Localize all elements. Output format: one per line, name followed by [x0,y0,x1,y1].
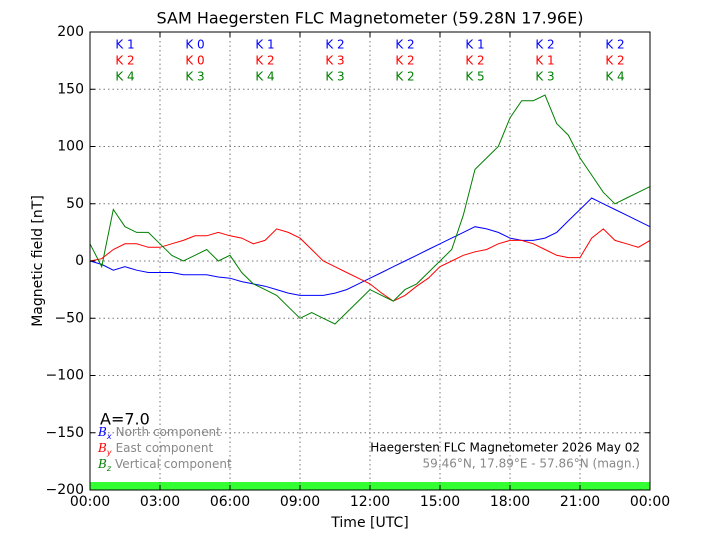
y-tick-label: −200 [46,482,84,498]
k-index: K 1 [115,38,134,52]
y-tick-label: −150 [46,425,84,441]
a-index: A=7.0 [100,410,150,429]
x-tick-label: 15:00 [420,494,460,510]
k-index: K 0 [185,38,204,52]
chart-title: SAM Haegersten FLC Magnetometer (59.28N … [157,9,584,28]
x-tick-label: 09:00 [280,494,320,510]
k-index: K 4 [605,70,624,84]
k-index: K 1 [465,38,484,52]
y-tick-label: 50 [66,196,84,212]
y-tick-label: −100 [46,368,84,384]
legend-symbol: B [97,441,107,455]
k-index: K 1 [535,54,554,68]
legend-subscript: y [106,448,112,457]
y-tick-label: 100 [57,139,84,155]
plot-area [89,31,651,491]
y-tick-label: −50 [54,310,84,326]
legend-subscript: z [106,464,112,473]
legend-name: North component [116,425,222,439]
k-index: K 4 [115,70,134,84]
x-axis-label: Time [UTC] [330,515,408,531]
legend-subscript: x [106,432,112,441]
series-line [89,197,651,296]
legend-symbol: B [97,425,107,439]
info-title: Haegersten FLC Magnetometer 2026 May 02 [370,441,640,455]
legend-entry: Bz Vertical component [97,457,232,473]
legend-name: Vertical component [115,457,232,471]
k-index: K 2 [605,54,624,68]
k-index: K 3 [535,70,554,84]
k-index: K 2 [535,38,554,52]
k-index: K 3 [325,70,344,84]
legend-symbol: B [97,457,107,471]
k-index: K 2 [395,54,414,68]
legend-entry: Bx North component [97,425,221,441]
k-index: K 0 [185,54,204,68]
k-index: K 2 [395,38,414,52]
y-axis-label: Magnetic field [nT] [30,195,46,327]
x-tick-label: 21:00 [560,494,600,510]
k-index: K 3 [185,70,204,84]
k-index: K 4 [255,70,274,84]
k-index: K 2 [395,70,414,84]
info-location: 59.46°N, 17.89°E - 57.86°N (magn.) [423,457,640,471]
k-index: K 3 [325,54,344,68]
k-index: K 2 [255,54,274,68]
x-tick-label: 00:00 [70,494,110,510]
y-tick-label: 0 [75,253,84,269]
legend-entry: By East component [97,441,213,457]
k-index: K 2 [325,38,344,52]
k-index: K 2 [605,38,624,52]
k-index: K 5 [465,70,484,84]
series-line [89,94,651,325]
x-tick-label: 00:00 [630,494,670,510]
y-tick-label: 150 [57,81,84,97]
series-line [89,228,651,302]
y-tick-label: 200 [57,24,84,40]
x-tick-label: 12:00 [350,494,390,510]
legend-name: East component [116,441,214,455]
k-index: K 1 [255,38,274,52]
x-tick-label: 03:00 [140,494,180,510]
k-index: K 2 [115,54,134,68]
k-index: K 2 [465,54,484,68]
x-tick-label: 18:00 [490,494,530,510]
x-tick-label: 06:00 [210,494,250,510]
